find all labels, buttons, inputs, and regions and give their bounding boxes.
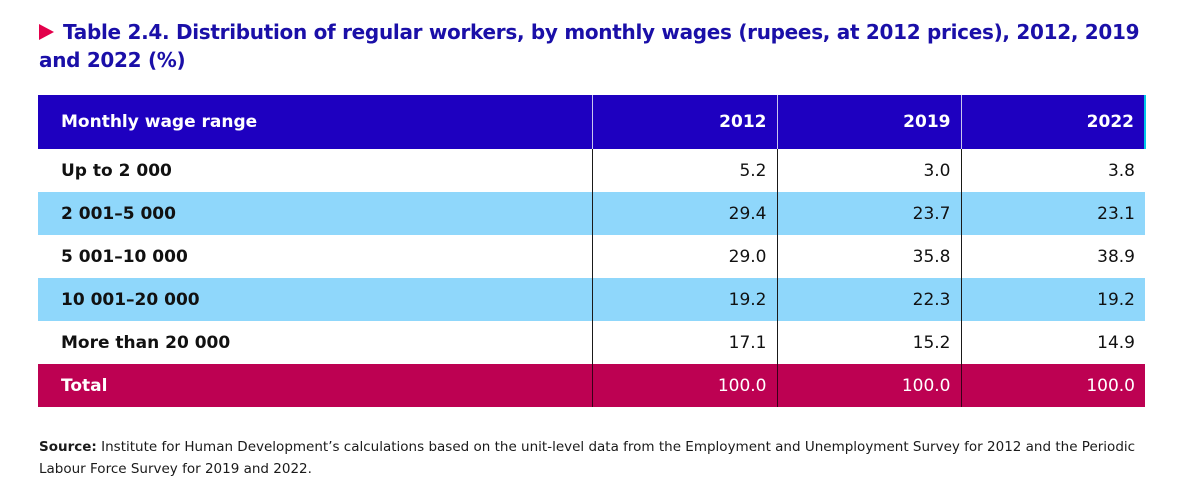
source-note: Source: Institute for Human Development’… [39,436,1149,480]
cell-2019: 35.8 [776,235,961,278]
source-label: Source: [39,439,97,455]
cell-2022: 3.8 [960,149,1145,192]
total-label: Total [61,375,108,396]
table-row: 2 001–5 000 29.4 23.7 23.1 [38,192,1145,235]
row-label: More than 20 000 [61,332,231,353]
column-header-2022: 2022 [960,95,1146,149]
table-row: 10 001–20 000 19.2 22.3 19.2 [38,278,1145,321]
source-text: Institute for Human Development’s calcul… [39,439,1136,477]
table-row: More than 20 000 17.1 15.2 14.9 [38,321,1145,364]
cell-2012: 5.2 [591,149,777,192]
total-2019: 100.0 [776,364,961,407]
table-title: Table 2.4. Distribution of regular worke… [39,18,1149,74]
table-title-text: Table 2.4. Distribution of regular worke… [39,20,1140,72]
column-header-wage-range: Monthly wage range [61,112,258,132]
total-2022: 100.0 [960,364,1145,407]
cell-2012: 17.1 [591,321,777,364]
wage-distribution-table: Monthly wage range 2012 2019 2022 Up to … [38,95,1146,407]
row-label: 2 001–5 000 [61,203,176,224]
cell-2012: 29.4 [591,192,777,235]
column-header-2019: 2019 [776,95,961,149]
cell-2012: 29.0 [591,235,777,278]
cell-2012: 19.2 [591,278,777,321]
cell-2019: 15.2 [776,321,961,364]
cell-2019: 23.7 [776,192,961,235]
total-row: Total 100.0 100.0 100.0 [38,364,1145,407]
column-header-2012: 2012 [591,95,777,149]
table-row: 5 001–10 000 29.0 35.8 38.9 [38,235,1145,278]
cell-2022: 14.9 [960,321,1145,364]
row-label: 10 001–20 000 [61,289,200,310]
triangle-marker-icon [39,24,54,40]
row-label: Up to 2 000 [61,160,172,181]
table-header-row: Monthly wage range 2012 2019 2022 [38,95,1146,149]
cell-2022: 23.1 [960,192,1145,235]
cell-2019: 22.3 [776,278,961,321]
cell-2022: 38.9 [960,235,1145,278]
row-label: 5 001–10 000 [61,246,188,267]
total-2012: 100.0 [591,364,777,407]
cell-2022: 19.2 [960,278,1145,321]
cell-2019: 3.0 [776,149,961,192]
table-row: Up to 2 000 5.2 3.0 3.8 [38,149,1145,192]
